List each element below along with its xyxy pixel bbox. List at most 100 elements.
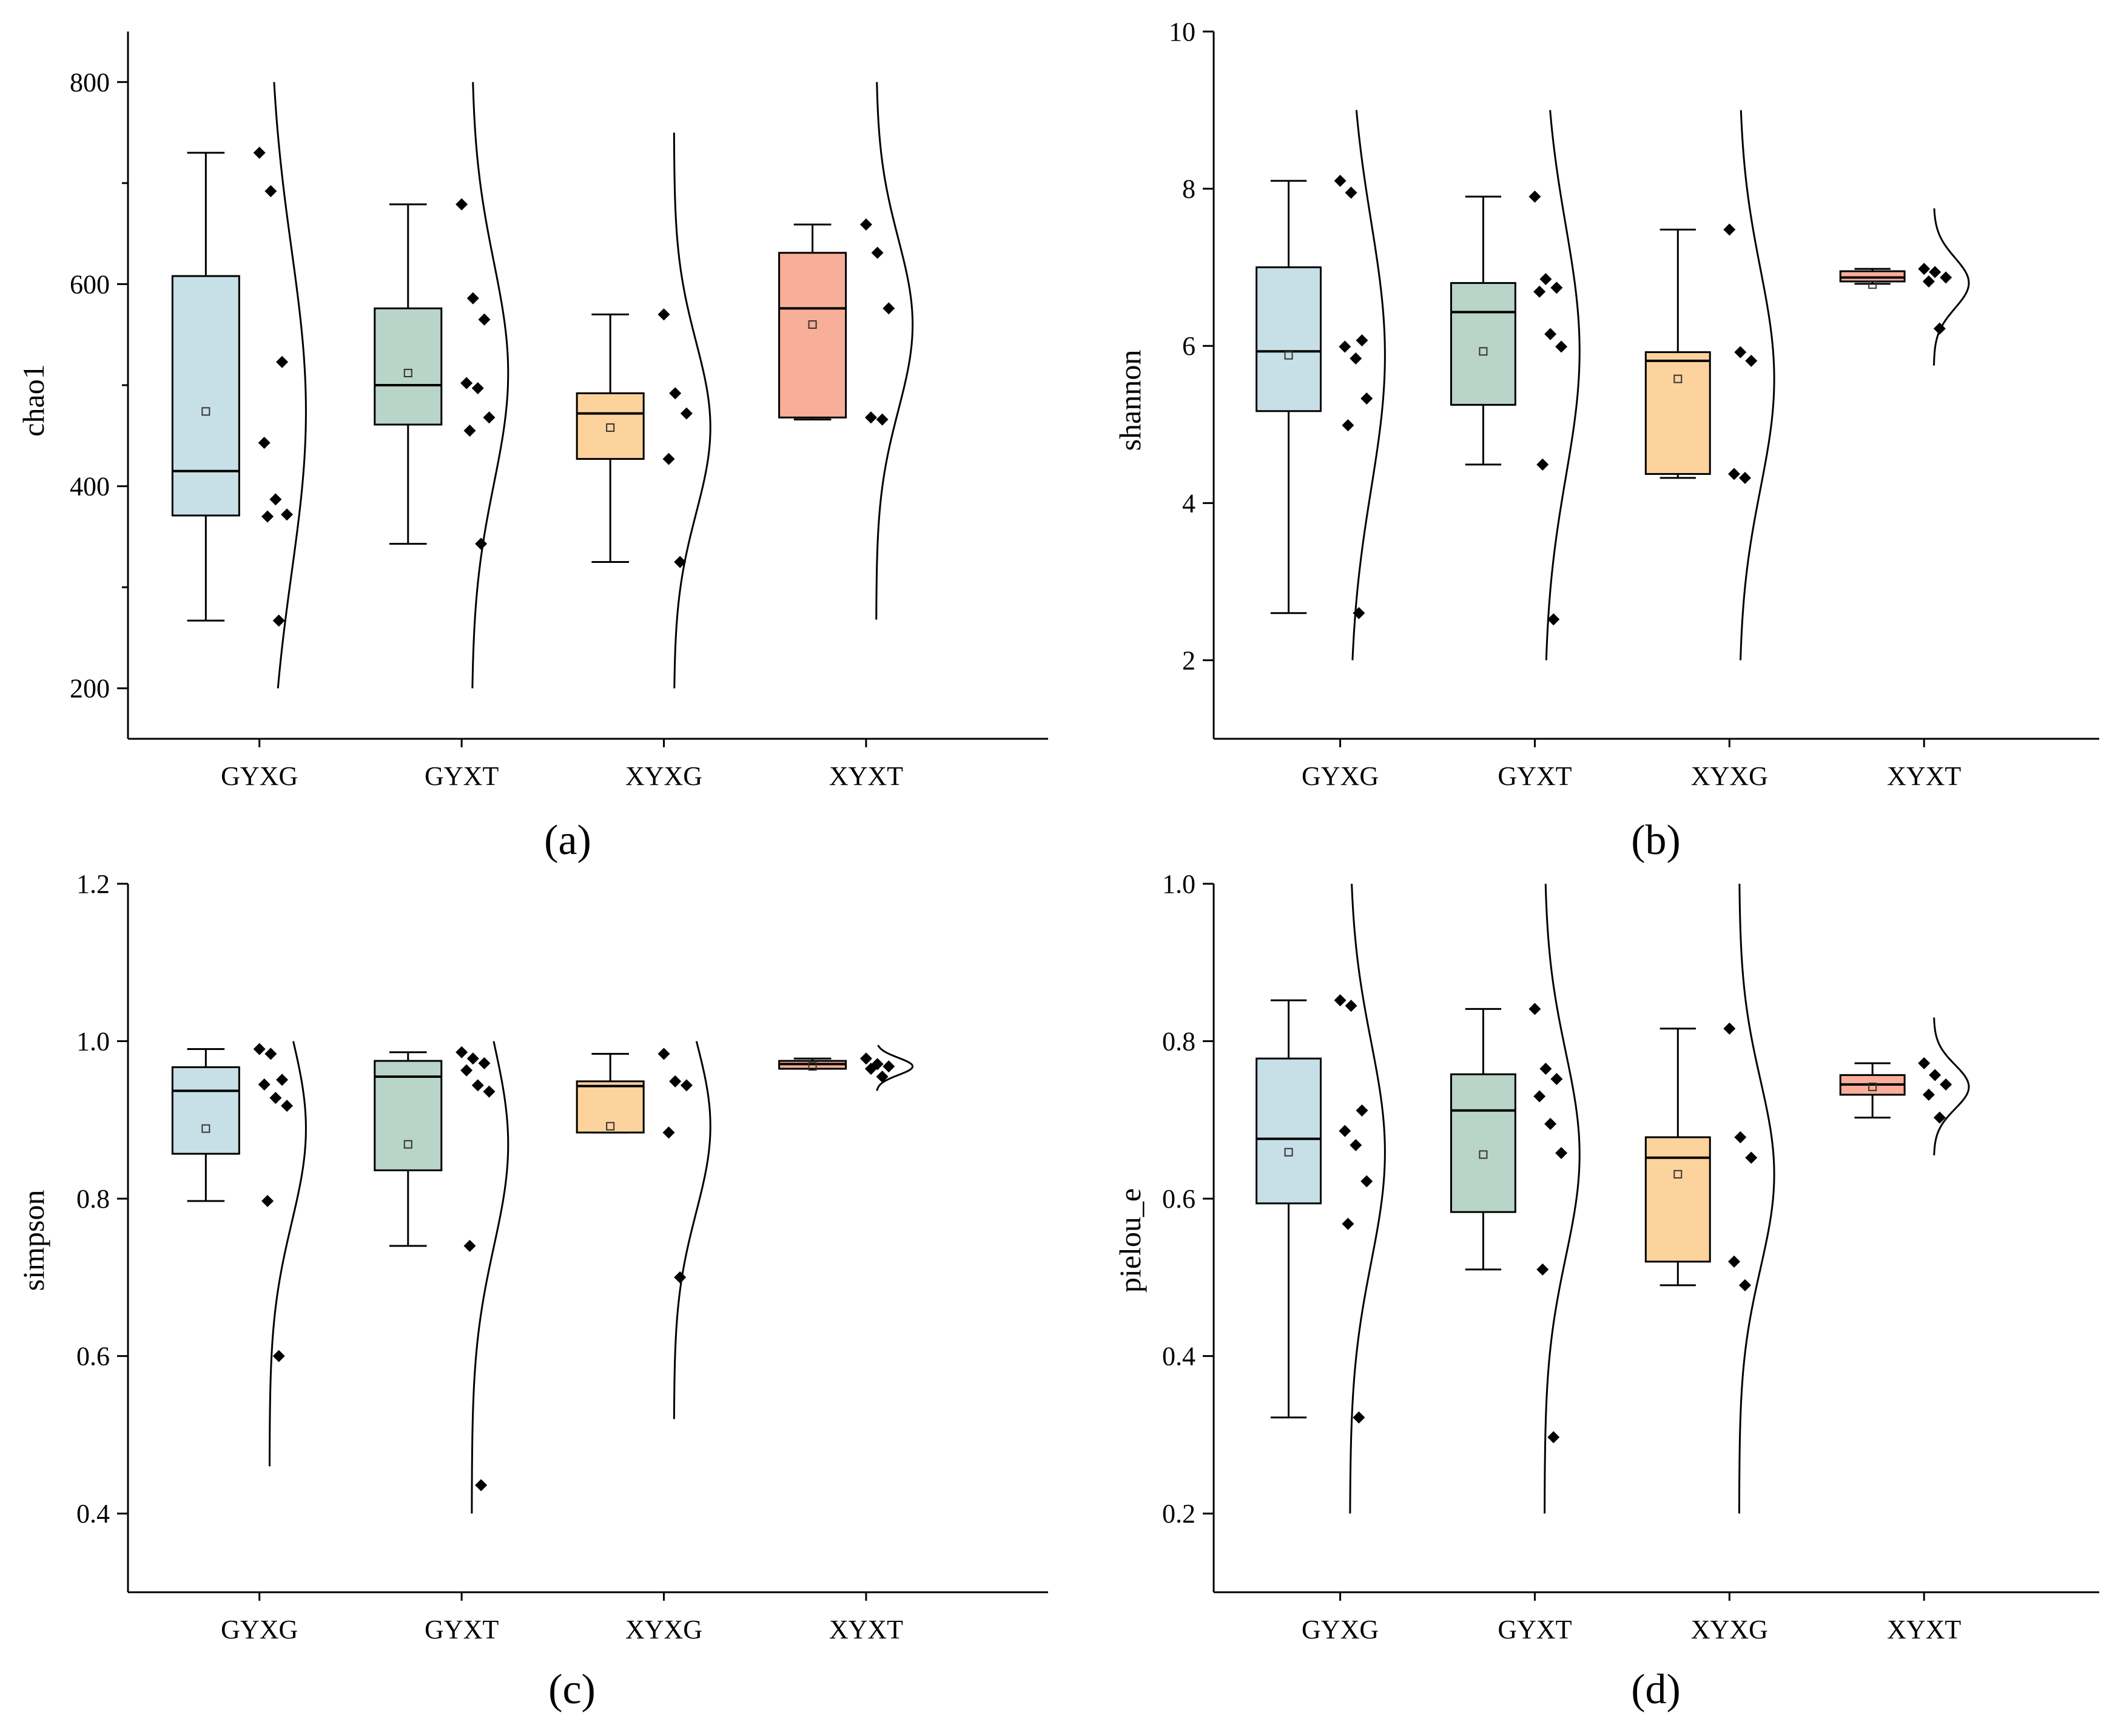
- data-point: [1339, 1125, 1351, 1137]
- data-point: [1739, 1279, 1751, 1291]
- ylabel-b: shannon: [1113, 350, 1147, 451]
- data-point: [471, 382, 484, 394]
- plot-area-c: 0.4 0.6 0.8 1.0 1.2 GYXG GYXT XYXG XYXT: [76, 869, 1048, 1644]
- panel-b: shannon (b) 2 4 6 8 10 GYXG GYXT XYXG XYXT: [1113, 17, 2099, 864]
- density-curve: [1349, 883, 1386, 1514]
- x-tick-label: XYXT: [1887, 761, 1961, 791]
- data-point: [1547, 1431, 1560, 1444]
- group-gyxt: GYXT: [374, 82, 509, 791]
- data-point: [1929, 1069, 1942, 1082]
- data-point: [1728, 1255, 1741, 1268]
- data-point: [1544, 328, 1557, 340]
- data-point: [456, 1046, 468, 1058]
- data-point: [859, 1052, 872, 1065]
- y-tick-label: 4: [1182, 488, 1195, 518]
- data-point: [281, 508, 294, 521]
- x-tick-label: XYXT: [1887, 1615, 1961, 1644]
- density-curve: [875, 82, 914, 620]
- data-point: [1536, 1263, 1549, 1276]
- density-curve: [1740, 110, 1775, 661]
- group-xyxt: XYXT: [1839, 1017, 1970, 1644]
- data-point: [657, 308, 670, 321]
- box: [374, 1060, 443, 1171]
- data-point: [253, 146, 266, 159]
- caption-b: (b): [1631, 817, 1681, 864]
- data-point: [669, 387, 682, 400]
- data-point: [1728, 468, 1741, 480]
- data-point: [662, 453, 675, 465]
- data-point: [1342, 419, 1354, 432]
- data-point: [1544, 1117, 1557, 1130]
- data-point: [1345, 186, 1357, 199]
- data-point: [1350, 352, 1362, 365]
- y-tick-label: 0.6: [1162, 1184, 1195, 1214]
- mean-marker: [1868, 1082, 1877, 1091]
- y-tick-label: 6: [1182, 331, 1195, 361]
- data-point: [1539, 273, 1552, 286]
- density-curve: [673, 1041, 711, 1419]
- data-point: [876, 413, 889, 426]
- data-point: [1360, 392, 1373, 405]
- data-point: [483, 411, 496, 424]
- density-curve: [1738, 883, 1775, 1514]
- y-tick-label: 0.8: [76, 1184, 110, 1214]
- density-curve: [273, 82, 307, 688]
- data-point: [1918, 1057, 1931, 1069]
- data-point: [1539, 1062, 1552, 1075]
- group-xyxt: XYXT: [778, 82, 914, 791]
- data-point: [864, 411, 877, 424]
- ylabel-a: chao1: [16, 364, 50, 436]
- data-point: [1555, 340, 1568, 353]
- panel-c: simpson (c) 0.4 0.6 0.8 1.0 1.2 GYXG GYXT XYXG X…: [16, 869, 1048, 1713]
- box: [374, 307, 443, 426]
- y-tick-label: 0.4: [1162, 1342, 1195, 1371]
- density-curve: [471, 82, 509, 688]
- data-point: [1734, 1131, 1747, 1143]
- data-point: [883, 1060, 895, 1073]
- density-curve: [268, 1041, 307, 1467]
- data-point: [460, 1064, 473, 1077]
- box: [1256, 1057, 1322, 1205]
- group-xyxg: XYXG: [576, 132, 711, 791]
- data-point: [463, 1239, 476, 1252]
- panel-a: chao1 (a) 200 400 600 800 GYXG GYXT XYXG XYXT: [16, 32, 1048, 864]
- y-tick-label: 1.0: [76, 1027, 110, 1057]
- group-xyxt: XYXT: [778, 1045, 914, 1644]
- data-point: [1918, 263, 1931, 275]
- data-point: [1528, 1003, 1541, 1015]
- data-point: [1533, 1090, 1546, 1103]
- x-tick-label: XYXG: [625, 761, 702, 791]
- mean-marker: [403, 369, 412, 378]
- density-curve: [673, 132, 711, 688]
- density-curve: [876, 1045, 914, 1091]
- x-tick-label: XYXG: [625, 1615, 702, 1644]
- data-point: [261, 1195, 274, 1208]
- data-point: [1353, 1411, 1365, 1424]
- data-point: [272, 1350, 285, 1362]
- data-point: [281, 1099, 294, 1112]
- data-point: [1555, 1146, 1568, 1159]
- data-point: [483, 1085, 496, 1098]
- caption-c: (c): [548, 1666, 596, 1713]
- density-curve: [471, 1041, 509, 1514]
- data-point: [674, 556, 687, 568]
- box: [1256, 266, 1322, 412]
- data-point: [859, 218, 872, 231]
- data-point: [1533, 285, 1546, 298]
- mean-marker: [201, 1124, 210, 1133]
- data-point: [1723, 223, 1736, 236]
- density-curve: [1544, 883, 1581, 1514]
- box: [1644, 351, 1711, 475]
- mean-marker: [606, 423, 615, 432]
- mean-marker: [808, 320, 817, 329]
- group-gyxt: GYXT: [1450, 110, 1581, 791]
- mean-marker: [403, 1140, 412, 1149]
- x-tick-label: GYXG: [1302, 761, 1379, 791]
- box: [576, 392, 645, 460]
- data-point: [1334, 994, 1347, 1007]
- mean-marker: [606, 1122, 615, 1131]
- data-point: [276, 1074, 289, 1086]
- data-point: [460, 377, 473, 389]
